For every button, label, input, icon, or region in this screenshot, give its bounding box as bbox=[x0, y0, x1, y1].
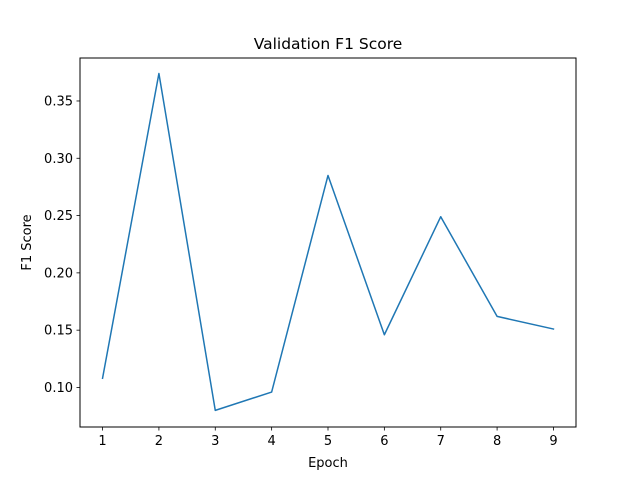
data-point bbox=[215, 410, 216, 411]
data-point bbox=[327, 175, 328, 176]
x-axis-label: Epoch bbox=[308, 456, 348, 471]
y-tick-label: 0.25 bbox=[44, 209, 73, 224]
x-tick-label: 3 bbox=[211, 434, 219, 449]
x-tick-label: 8 bbox=[493, 434, 501, 449]
x-axis: 1 2 3 4 5 6 7 8 9 bbox=[98, 427, 558, 449]
series-layer bbox=[101, 72, 555, 412]
series-line-0 bbox=[101, 72, 555, 412]
plot-frame bbox=[79, 57, 577, 428]
data-point bbox=[496, 316, 497, 317]
data-point bbox=[158, 73, 159, 74]
y-tick-label: 0.35 bbox=[44, 94, 73, 109]
y-tick-label: 0.20 bbox=[44, 266, 73, 281]
y-axis-label: F1 Score bbox=[20, 214, 35, 270]
chart-title: Validation F1 Score bbox=[254, 35, 403, 53]
x-tick-label: 4 bbox=[267, 434, 275, 449]
y-axis: 0.10 0.15 0.20 0.25 0.30 0.35 bbox=[44, 94, 80, 396]
data-point bbox=[553, 328, 554, 329]
x-tick-label: 6 bbox=[380, 434, 388, 449]
y-tick-label: 0.10 bbox=[44, 381, 73, 396]
x-tick-label: 9 bbox=[549, 434, 557, 449]
data-point bbox=[102, 378, 103, 379]
x-tick-label: 2 bbox=[155, 434, 163, 449]
y-tick-label: 0.15 bbox=[44, 324, 73, 339]
data-point bbox=[271, 391, 272, 392]
plot-area bbox=[80, 58, 576, 427]
y-tick-label: 0.30 bbox=[44, 152, 73, 167]
data-point bbox=[384, 334, 385, 335]
data-point bbox=[440, 216, 441, 217]
x-tick-label: 1 bbox=[98, 434, 106, 449]
x-tick-label: 5 bbox=[324, 434, 332, 449]
x-tick-label: 7 bbox=[437, 434, 445, 449]
